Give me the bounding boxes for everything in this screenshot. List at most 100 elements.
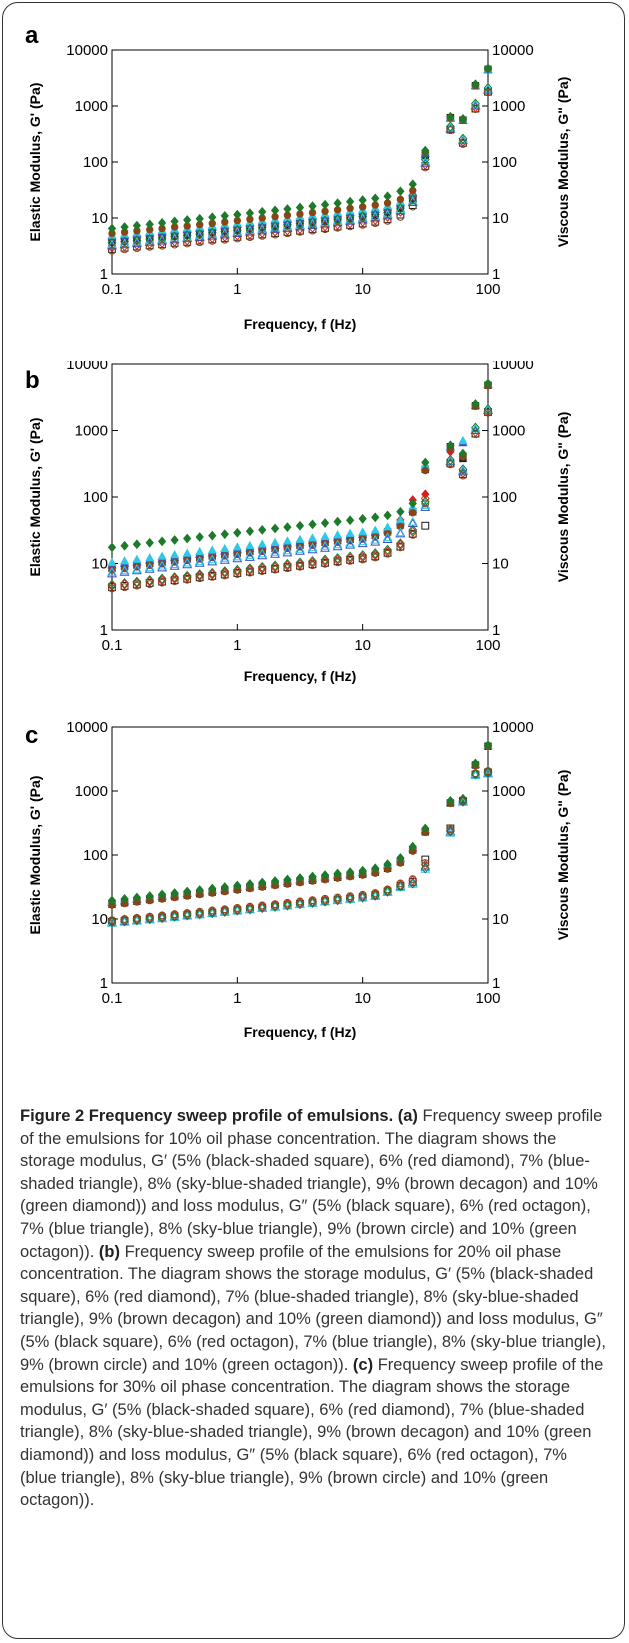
plot-area-a xyxy=(111,49,489,275)
data-point xyxy=(257,550,268,560)
data-point xyxy=(333,868,342,879)
x-tick-label: 100 xyxy=(475,281,500,298)
data-point xyxy=(446,111,455,122)
data-point xyxy=(446,460,455,469)
data-point xyxy=(295,520,305,531)
data-point xyxy=(246,568,254,577)
data-point xyxy=(244,552,255,561)
data-point xyxy=(446,126,455,135)
data-point xyxy=(396,879,405,888)
data-point xyxy=(233,570,242,578)
data-point xyxy=(295,559,305,570)
data-point xyxy=(258,206,267,217)
data-point xyxy=(170,535,179,545)
data-point xyxy=(120,579,129,590)
data-point xyxy=(483,378,493,389)
data-point xyxy=(120,915,129,923)
data-point xyxy=(345,539,356,549)
x-axis-title-a: Frequency, f (Hz) xyxy=(244,316,357,332)
data-point xyxy=(220,566,230,577)
y2-tick-label: 1 xyxy=(492,266,500,283)
data-point xyxy=(183,909,192,917)
data-point xyxy=(420,859,430,871)
data-point xyxy=(308,216,317,228)
ticks-a xyxy=(111,49,489,275)
data-point xyxy=(396,539,405,551)
data-point xyxy=(307,544,318,554)
data-point xyxy=(396,506,405,517)
data-point xyxy=(233,527,242,538)
data-point xyxy=(258,525,267,535)
y2-tick-label: 1000 xyxy=(492,98,525,115)
data-point xyxy=(445,123,455,134)
panel-letter-a: a xyxy=(25,22,39,49)
data-point xyxy=(182,548,192,557)
data-point xyxy=(295,202,305,213)
data-point xyxy=(157,551,167,560)
data-point xyxy=(420,863,430,874)
y-tick-label: 10 xyxy=(91,210,108,227)
data-point xyxy=(132,892,142,903)
data-point xyxy=(308,561,317,570)
y-axis-title-a: Elastic Modulus, G' (Pa) xyxy=(27,83,43,242)
data-point xyxy=(383,885,392,894)
data-point xyxy=(220,571,229,580)
data-point xyxy=(195,574,204,583)
data-point xyxy=(219,229,230,239)
ticks-c xyxy=(111,726,489,984)
data-point xyxy=(120,222,129,232)
data-point xyxy=(283,898,292,907)
data-point xyxy=(195,908,205,920)
data-point xyxy=(220,226,230,237)
data-point xyxy=(283,564,292,573)
data-point xyxy=(383,859,392,870)
data-point xyxy=(357,536,368,546)
data-point xyxy=(170,240,179,249)
data-point xyxy=(120,540,129,551)
data-point xyxy=(408,875,418,886)
data-point xyxy=(346,556,355,565)
x-axis-title-b: Frequency, f (Hz) xyxy=(244,668,357,684)
data-point xyxy=(107,579,117,590)
data-point xyxy=(358,550,368,561)
data-point xyxy=(170,577,179,586)
data-point xyxy=(358,195,367,205)
data-point xyxy=(320,531,330,540)
data-point xyxy=(333,516,342,527)
y2-axis-title-a: Viscous Modulus, G" (Pa) xyxy=(555,77,571,248)
chart-panel-c: c 1 10 100 1000 10000 1 10 100 1000 1000… xyxy=(25,719,571,1040)
data-point xyxy=(232,551,243,561)
data-point xyxy=(145,537,154,548)
data-point xyxy=(182,230,192,241)
data-point xyxy=(420,496,430,507)
data-point xyxy=(421,457,430,468)
data-point xyxy=(471,422,480,433)
data-point xyxy=(282,545,293,555)
data-point xyxy=(219,554,230,564)
data-point xyxy=(320,896,330,907)
data-point xyxy=(345,553,355,564)
data-point xyxy=(145,242,154,251)
data-point xyxy=(131,565,142,575)
data-point xyxy=(320,870,330,880)
data-point xyxy=(183,886,192,897)
data-point xyxy=(371,512,380,523)
data-point xyxy=(383,546,392,557)
data-point xyxy=(458,464,468,475)
data-point xyxy=(358,892,368,903)
data-point xyxy=(170,572,180,583)
data-point xyxy=(345,212,355,224)
data-point xyxy=(459,471,467,480)
data-point xyxy=(295,557,305,568)
data-point xyxy=(233,880,242,891)
data-point xyxy=(421,521,430,530)
data-point xyxy=(408,179,417,190)
data-point xyxy=(220,906,230,917)
y2-tick-label: 1000 xyxy=(492,783,525,800)
data-point xyxy=(471,399,480,409)
data-point xyxy=(408,190,418,201)
data-point xyxy=(295,534,305,543)
y-tick-label: 1000 xyxy=(75,98,108,115)
data-point xyxy=(408,841,417,852)
data-point xyxy=(245,904,255,915)
